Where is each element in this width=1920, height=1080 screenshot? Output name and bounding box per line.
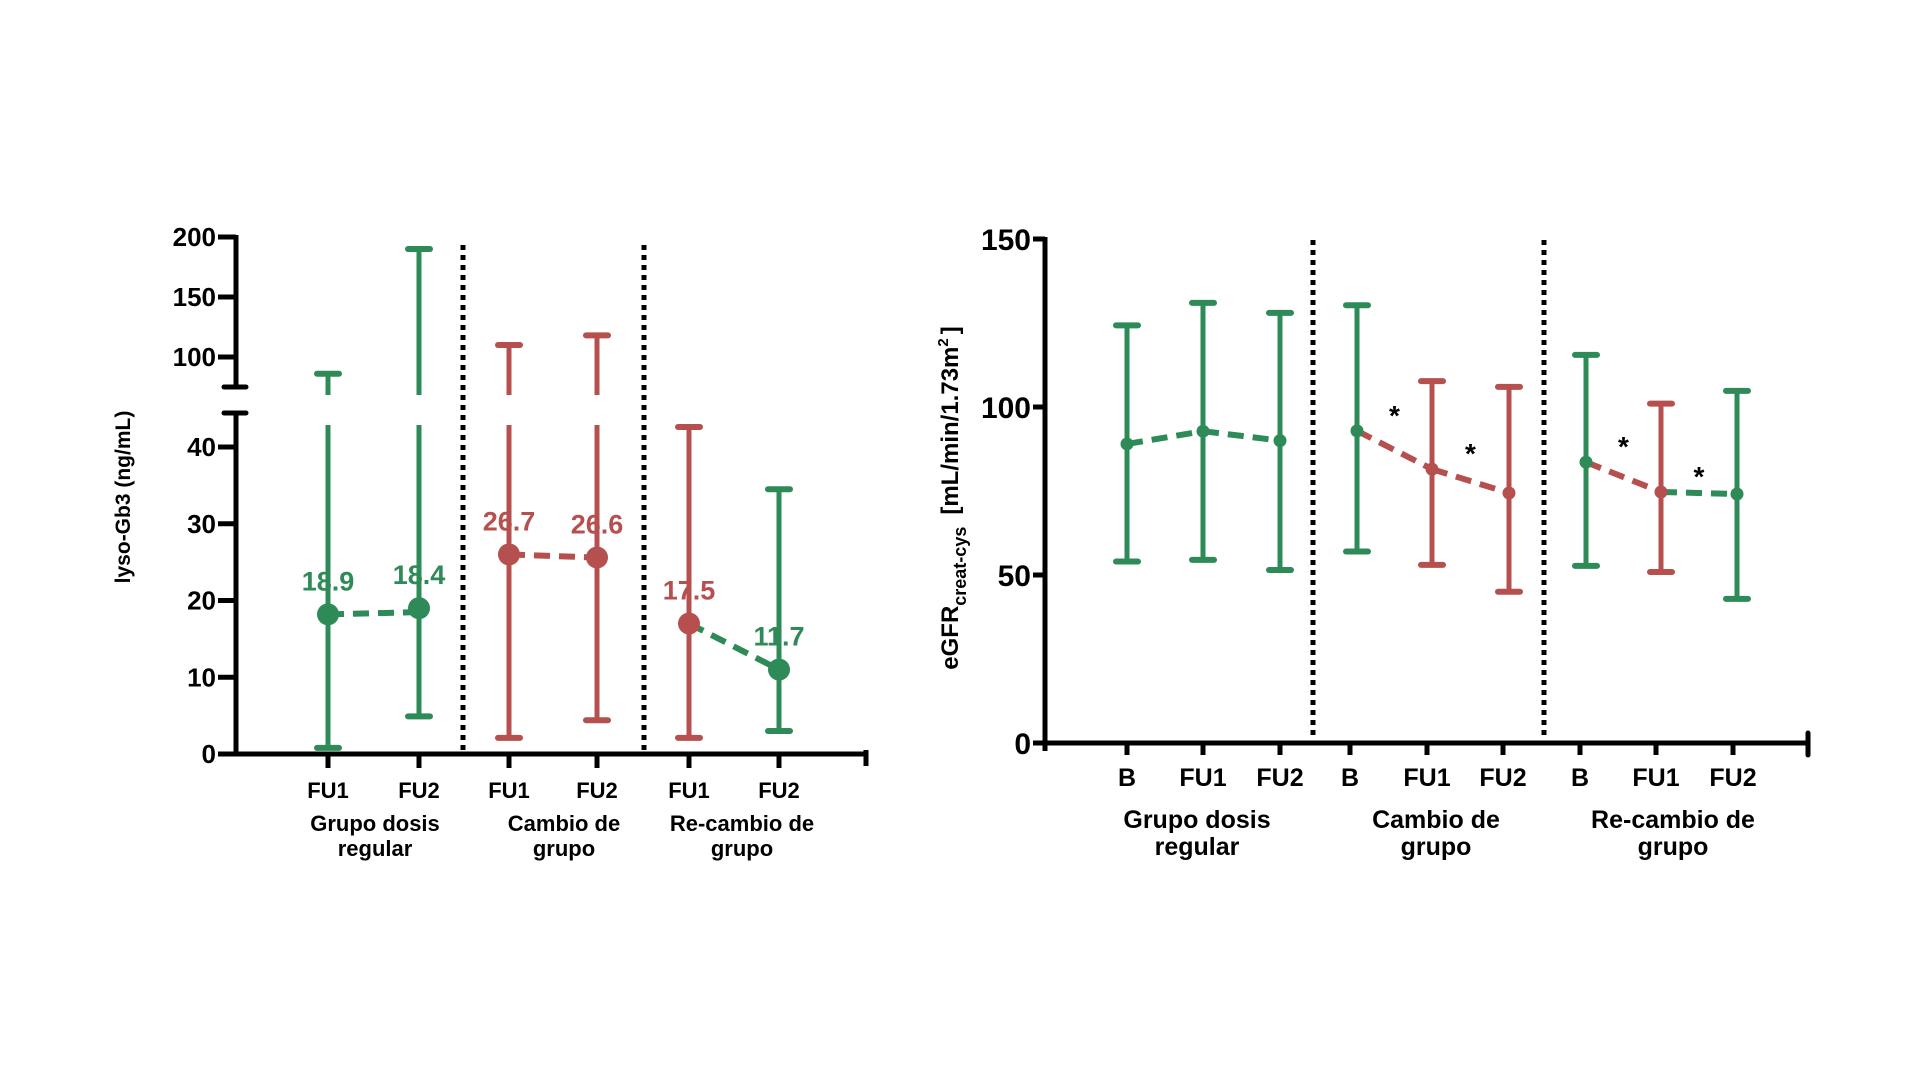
x-tick-label: FU1	[1403, 764, 1450, 792]
group-label: Re-cambio de	[1591, 806, 1755, 834]
mean-point	[1196, 424, 1210, 438]
group-label: Grupo dosis	[310, 811, 440, 836]
x-tick-label: FU2	[576, 778, 618, 803]
y-axis-title-units: [mL/min/1.73m	[937, 347, 964, 515]
significance-asterisk: *	[1618, 431, 1629, 462]
mean-line-segment	[1660, 489, 1738, 498]
y-axis-title-main: eGFR	[937, 606, 964, 670]
x-tick-label: FU2	[1709, 764, 1756, 792]
y-axis-title: lyso-Gb3 (ng/mL)	[112, 411, 135, 584]
mean-point	[1502, 486, 1516, 500]
significance-asterisk: *	[1465, 438, 1476, 469]
mean-point	[1654, 485, 1668, 499]
y-tick-label: 150	[173, 282, 216, 312]
x-tick-label: FU2	[1479, 764, 1526, 792]
group-label: regular	[1155, 833, 1240, 861]
y-tick-label: 10	[187, 662, 216, 692]
y-tick-label: 0	[202, 739, 216, 769]
value-label: 26.7	[483, 506, 536, 536]
value-label: 18.4	[393, 560, 446, 590]
group-label: Cambio de	[1372, 806, 1500, 834]
group-label: regular	[338, 836, 413, 861]
x-tick-label: B	[1571, 764, 1589, 792]
y-tick-label: 0	[1014, 728, 1031, 761]
y-tick-label: 100	[173, 342, 216, 372]
x-tick-label: FU2	[398, 778, 440, 803]
y-tick-label: 20	[187, 586, 216, 616]
value-label: 18.9	[302, 566, 355, 596]
group-label: grupo	[711, 836, 773, 861]
mean-point	[586, 546, 608, 569]
y-axis-title-subscript: creat-cys	[950, 527, 970, 606]
x-tick-label: B	[1341, 764, 1359, 792]
mean-point	[1273, 434, 1287, 448]
mean-line-segment	[1126, 428, 1204, 447]
value-label: 17.5	[663, 576, 716, 606]
mean-line-segment	[1584, 459, 1663, 495]
mean-point	[768, 658, 790, 681]
mean-line	[508, 551, 598, 561]
mean-point	[1579, 455, 1593, 469]
x-tick-label: FU1	[307, 778, 349, 803]
x-tick-label: FU1	[1632, 764, 1679, 792]
mean-point	[1120, 437, 1134, 451]
group-label: grupo	[533, 836, 595, 861]
mean-point	[1425, 462, 1439, 476]
y-axis-title-close: ]	[937, 326, 964, 334]
mean-point	[317, 603, 339, 626]
significance-asterisk: *	[1389, 400, 1400, 431]
value-label: 11.7	[753, 622, 804, 652]
y-axis-title: eGFRcreat-cys [mL/min/1.73m2]	[935, 326, 970, 669]
mean-point	[678, 612, 700, 635]
mean-line	[327, 609, 420, 618]
lyso-gb3-chart: 0 10 20 30 40 100 150 200 lyso-Gb3 (ng/mL) FU1 FU2…	[112, 222, 869, 861]
x-tick-label: B	[1118, 764, 1136, 792]
mean-line-segment	[1355, 428, 1434, 472]
mean-point	[408, 597, 430, 620]
mean-point	[1350, 424, 1364, 438]
x-tick-label: FU2	[758, 778, 800, 803]
y-axis-title-superscript: 2	[935, 338, 952, 346]
value-label: 26.6	[571, 510, 624, 540]
x-tick-label: FU1	[668, 778, 710, 803]
y-tick-label: 200	[173, 222, 216, 252]
mean-line-segment	[1431, 466, 1510, 496]
significance-asterisk: *	[1694, 461, 1705, 492]
group-label: grupo	[1401, 833, 1472, 861]
y-tick-label: 50	[998, 560, 1031, 593]
egfr-chart: 0 50 100 150 eGFRcreat-cys [mL/min/1.73m2] B FU…	[935, 224, 1811, 861]
group-label: Re-cambio de	[670, 811, 814, 836]
mean-line-segment	[1202, 428, 1281, 444]
x-tick-label: FU2	[1256, 764, 1303, 792]
y-tick-label: 150	[981, 224, 1031, 257]
x-tick-label: FU1	[1179, 764, 1226, 792]
y-tick-label: 40	[187, 432, 216, 462]
mean-point	[498, 543, 520, 566]
group-label: Cambio de	[508, 811, 620, 836]
y-tick-label: 30	[187, 509, 216, 539]
mean-line	[687, 620, 781, 673]
y-tick-label: 100	[981, 392, 1031, 425]
x-tick-label: FU1	[488, 778, 530, 803]
group-label: grupo	[1638, 833, 1709, 861]
group-label: Grupo dosis	[1123, 806, 1270, 834]
mean-point	[1730, 487, 1744, 501]
